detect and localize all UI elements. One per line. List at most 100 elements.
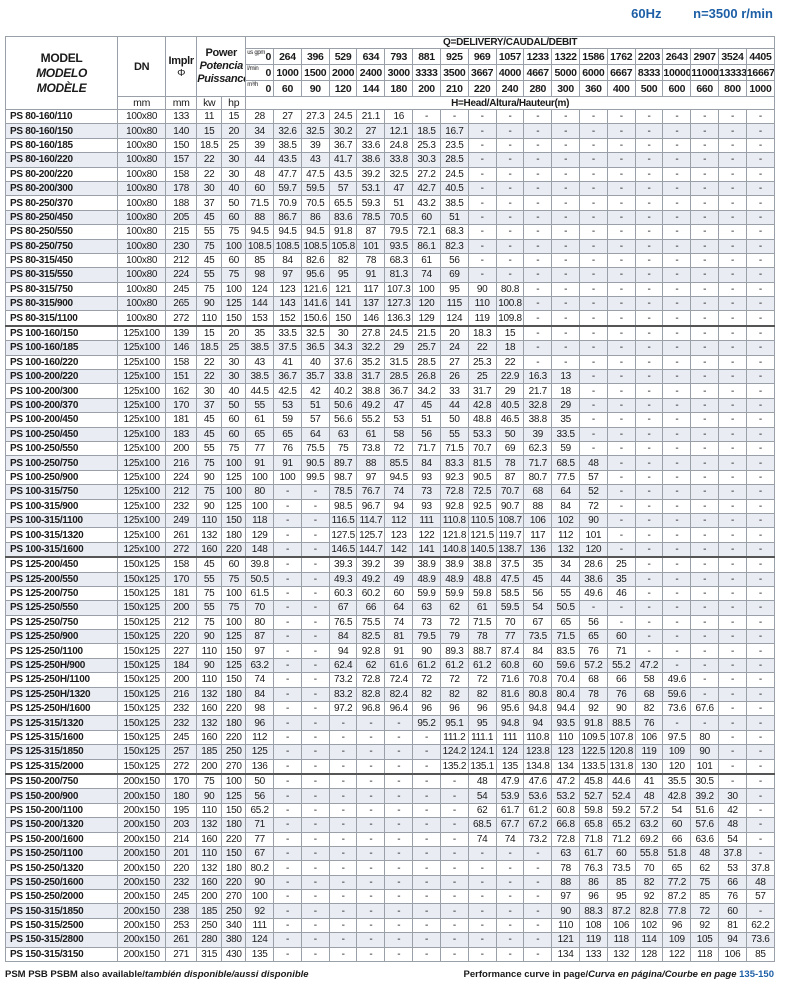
head-value-cell: - (467, 152, 497, 168)
head-value-cell: 51 (439, 209, 469, 226)
head-value-cell: - (745, 267, 776, 283)
head-value-cell: 35 (606, 571, 636, 587)
head-value-cell: - (606, 614, 636, 631)
head-value-cell: 124 (495, 744, 525, 760)
head-value-cell: 97 (551, 889, 580, 905)
head-value-cell: 37.8 (718, 845, 747, 862)
head-value-cell: - (690, 209, 720, 226)
head-value-cell: 59.6 (662, 686, 692, 703)
head-value-cell: 65.8 (578, 817, 608, 833)
head-value-cell: - (384, 802, 414, 819)
model-cell: PS 125-315/1320 (4, 715, 119, 731)
kw-cell: 110 (196, 672, 223, 688)
head-value-cell: - (690, 629, 720, 645)
head-value-cell: 89.7 (328, 455, 358, 471)
table-row: PS 150-200/1100 200x150 195 110 150 65.2- - - - -… (4, 802, 776, 819)
head-value-cell: 84 (245, 686, 275, 703)
flow-value: 1000 (745, 80, 776, 97)
flow-value: us gpm 0 (245, 48, 275, 65)
head-value-cell: - (718, 541, 747, 558)
hp-unit: hp (221, 96, 247, 110)
head-value-cell: 42 (300, 383, 330, 399)
head-value-cell: 73.5 (606, 860, 636, 876)
head-value-cell: 78 (578, 686, 608, 703)
kw-cell: 45 (196, 556, 223, 573)
hp-cell: 270 (221, 758, 247, 775)
head-value-cell: - (495, 224, 525, 240)
head-value-cell: - (328, 831, 358, 847)
head-value-cell: 150.6 (300, 310, 330, 327)
head-value-cell: - (467, 108, 497, 125)
head-value-cell: 83.3 (439, 455, 469, 471)
head-value-cell: - (384, 772, 414, 790)
head-value-cell: - (745, 195, 776, 211)
model-cell: PS 80-315/750 (4, 281, 119, 298)
head-value-cell: 70 (634, 860, 664, 876)
head-value-cell: - (662, 369, 692, 385)
performance-table: MODEL MODELO MODÈLE DN Implr Φ Power Pot… (4, 36, 776, 963)
table-row: PS 150-250/2000 200x150 245 200 270 100- - - - - -… (4, 889, 776, 905)
head-value-cell: 33.6 (356, 137, 386, 154)
head-value-cell: - (467, 267, 497, 283)
head-value-cell: - (467, 917, 497, 934)
head-value-cell: 94.8 (523, 701, 553, 717)
head-value-cell: - (578, 310, 608, 327)
head-value-cell: - (718, 166, 747, 182)
impeller-cell: 195 (165, 802, 198, 819)
head-value-cell: 58 (384, 426, 414, 442)
head-value-cell: 53 (273, 397, 302, 414)
flow-unit-label: m³/h (247, 82, 259, 88)
model-cell: PS 100-315/750 (4, 484, 119, 500)
head-value-cell: 109 (662, 744, 692, 760)
head-value-cell: 28.5 (384, 369, 414, 385)
head-value-cell: 121.8 (439, 527, 469, 543)
head-value-cell: - (384, 860, 414, 876)
head-value-cell: - (467, 137, 497, 154)
head-value-cell: - (634, 614, 664, 631)
head-value-cell: - (690, 715, 720, 731)
head-value-cell: 82.4 (384, 686, 414, 703)
head-value-cell: - (300, 643, 330, 659)
head-value-cell: 62 (467, 802, 497, 819)
head-value-cell: - (606, 166, 636, 182)
head-value-cell: - (328, 903, 358, 919)
head-value-cell: - (662, 152, 692, 168)
head-value-cell: 42.5 (273, 383, 302, 399)
hp-cell: 60 (221, 426, 247, 442)
head-value-cell: 38.6 (356, 152, 386, 168)
head-value-cell: 94.5 (245, 224, 275, 240)
dn-cell: 125x100 (117, 426, 167, 442)
flow-value: 3000 (384, 64, 414, 81)
head-value-cell: 18.3 (467, 324, 497, 342)
head-value-cell: 47.7 (273, 166, 302, 182)
kw-cell: 250 (196, 917, 223, 934)
table-row: PS 100-200/220 125x100 151 22 30 38.5 36.7 35.7… (4, 369, 776, 385)
model-cell: PS 100-160/220 (4, 354, 119, 371)
head-value-cell: 134 (551, 946, 580, 963)
head-value-cell: 82 (328, 252, 358, 269)
head-value-cell: - (634, 412, 664, 428)
flow-value: 300 (551, 80, 580, 97)
curve-pages-link[interactable]: 135-150 (739, 969, 774, 980)
hp-cell: 250 (221, 903, 247, 919)
head-value-cell: - (551, 166, 580, 182)
kw-cell: 110 (196, 310, 223, 327)
head-value-cell: 76 (718, 889, 747, 905)
table-row: PS 125-250H/900 150x125 184 90 125 63.2- -62.4… (4, 657, 776, 674)
head-value-cell: 83.5 (551, 643, 580, 659)
head-value-cell: - (328, 788, 358, 804)
head-value-cell: 95.6 (300, 267, 330, 283)
head-value-cell: 132 (551, 541, 580, 558)
impeller-cell: 224 (165, 267, 198, 283)
head-value-cell: 93 (412, 469, 441, 486)
head-value-cell: - (745, 455, 776, 471)
head-value-cell: - (718, 440, 747, 457)
impeller-cell: 180 (165, 788, 198, 804)
head-value-cell: - (606, 195, 636, 211)
head-value-cell: - (384, 917, 414, 934)
head-value-cell: - (662, 643, 692, 659)
impeller-unit: mm (165, 96, 198, 110)
head-value-cell: - (634, 369, 664, 385)
head-value-cell: - (718, 455, 747, 471)
head-value-cell: 94 (523, 715, 553, 731)
